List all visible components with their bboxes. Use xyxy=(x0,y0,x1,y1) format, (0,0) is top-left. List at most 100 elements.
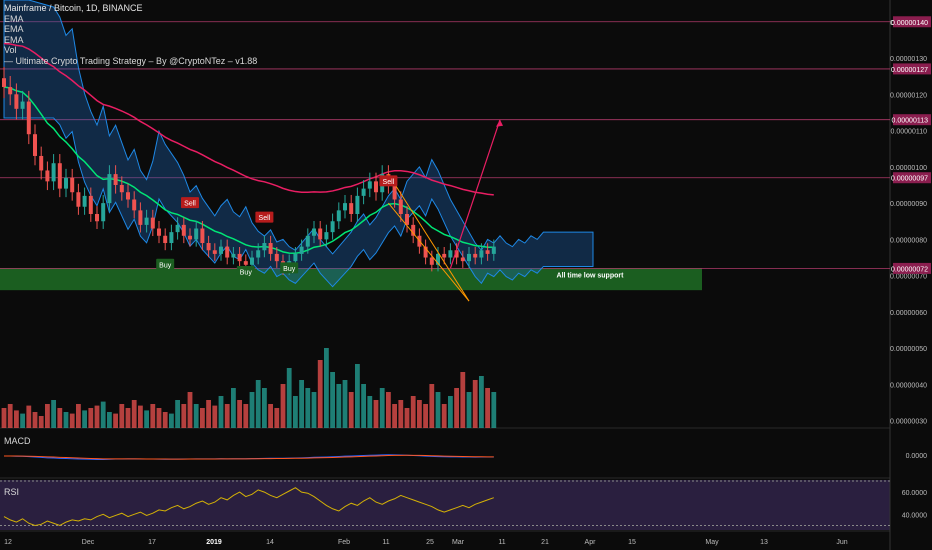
volume-bar xyxy=(330,372,335,428)
candle-body xyxy=(256,250,261,258)
sell-signal-label: Sell xyxy=(184,201,196,208)
volume-bar xyxy=(274,408,280,428)
x-tick-label: Feb xyxy=(338,539,350,546)
volume-bar xyxy=(69,413,75,428)
rsi-pane-label[interactable]: RSI xyxy=(4,487,20,497)
volume-bar xyxy=(14,410,19,428)
price-level-tag-label: 0.00000113 xyxy=(892,118,929,125)
y-tick-label: 0.00000050 xyxy=(890,346,927,353)
candle-body xyxy=(181,224,186,236)
price-level-tag-label: 0.00000127 xyxy=(891,67,928,74)
candle-body xyxy=(349,203,354,214)
rsi-y-tick-label: 40.0000 xyxy=(902,512,927,519)
candle-body xyxy=(57,163,62,189)
x-tick-label: 25 xyxy=(426,539,434,546)
candle-body xyxy=(274,253,279,262)
y-tick-label: 0.00000030 xyxy=(890,419,927,426)
symbol-title[interactable]: Mainframe / Bitcoin, 1D, BINANCE xyxy=(4,3,143,13)
volume-bar xyxy=(472,380,478,428)
sell-signal-label: Sell xyxy=(383,179,395,186)
candle-body xyxy=(305,235,310,247)
candle-body xyxy=(82,195,87,207)
candle-body xyxy=(367,181,372,189)
volume-bar xyxy=(348,392,354,428)
candle-body xyxy=(169,232,174,244)
volume-bar xyxy=(162,412,168,428)
volume-bar xyxy=(144,410,149,428)
candle-body xyxy=(194,228,199,240)
indicator-strategy[interactable]: — Ultimate Crypto Trading Strategy – By … xyxy=(4,55,258,66)
volume-bar xyxy=(51,400,56,428)
candle-body xyxy=(473,253,478,258)
candle-body xyxy=(212,250,217,254)
y-tick-label: 0.00000090 xyxy=(890,201,927,208)
volume-bar xyxy=(305,388,311,428)
volume-bar xyxy=(100,401,106,428)
volume-bar xyxy=(255,380,261,428)
x-tick-label: 14 xyxy=(266,539,274,546)
candle-body xyxy=(237,253,242,262)
volume-bar xyxy=(268,404,273,428)
indicator-ema-1[interactable]: EMA xyxy=(4,13,24,24)
volume-bar xyxy=(386,392,391,428)
volume-bar xyxy=(367,396,373,428)
candle-body xyxy=(33,134,37,156)
x-tick-label: 17 xyxy=(148,539,156,546)
rsi-line xyxy=(3,487,494,526)
candle-body xyxy=(392,184,397,200)
y-tick-label: 0.00000110 xyxy=(891,129,928,136)
volume-bar xyxy=(181,404,187,428)
x-tick-label: Jun xyxy=(836,539,847,546)
rsi-y-tick-label: 60.0000 xyxy=(902,490,927,497)
volume-bar xyxy=(448,396,453,428)
indicator-ema-3[interactable]: EMA xyxy=(4,34,24,45)
y-tick-label: 0.00000100 xyxy=(890,165,927,172)
volume-bar xyxy=(479,376,484,428)
x-tick-label: 21 xyxy=(541,539,549,546)
x-tick-label: Apr xyxy=(585,539,597,546)
volume-bar xyxy=(317,360,323,428)
volume-bar xyxy=(26,405,32,428)
volume-bar xyxy=(361,384,366,428)
y-tick-label: 0.00000120 xyxy=(890,92,927,99)
volume-bar xyxy=(336,384,342,428)
price-level-tag-label: 0.00000140 xyxy=(891,20,928,27)
candle-body xyxy=(374,181,378,193)
volume-bar xyxy=(206,400,211,428)
volume-bar xyxy=(63,412,69,428)
volume-bar xyxy=(262,388,267,428)
volume-bar xyxy=(38,416,44,428)
candle-body xyxy=(14,94,19,109)
volume-bar xyxy=(417,400,422,428)
candle-body xyxy=(299,246,304,254)
candle-body xyxy=(26,101,31,135)
volume-bar xyxy=(454,388,459,428)
x-tick-label: 12 xyxy=(4,539,12,546)
price-level-tag xyxy=(893,16,931,28)
volume-bar xyxy=(193,404,199,428)
volume-bar xyxy=(249,392,255,428)
y-tick-label: 0.00000060 xyxy=(890,310,927,317)
candle-body xyxy=(225,246,230,258)
volume-bar xyxy=(119,404,125,428)
volume-bar xyxy=(460,372,466,428)
candle-body xyxy=(188,235,192,240)
buy-signal-label: Buy xyxy=(240,270,253,277)
candle-body xyxy=(491,246,496,254)
sell-signal-box xyxy=(379,175,398,187)
support-label: All time low support xyxy=(557,272,625,279)
volume-bar xyxy=(429,384,435,428)
candle-body xyxy=(436,253,440,265)
wedge-upper-line xyxy=(387,173,470,302)
candle-body xyxy=(144,217,149,225)
candle-body xyxy=(324,232,329,240)
indicator-ema-2[interactable]: EMA xyxy=(4,24,24,34)
candle-body xyxy=(101,203,106,222)
macd-pane-label[interactable]: MACD xyxy=(4,436,31,446)
candle-body xyxy=(318,228,323,240)
volume-bar xyxy=(324,348,329,428)
sell-signal-box xyxy=(255,211,274,223)
buy-signal-label: Buy xyxy=(159,262,172,269)
indicator-volume[interactable]: Vol xyxy=(4,45,17,55)
